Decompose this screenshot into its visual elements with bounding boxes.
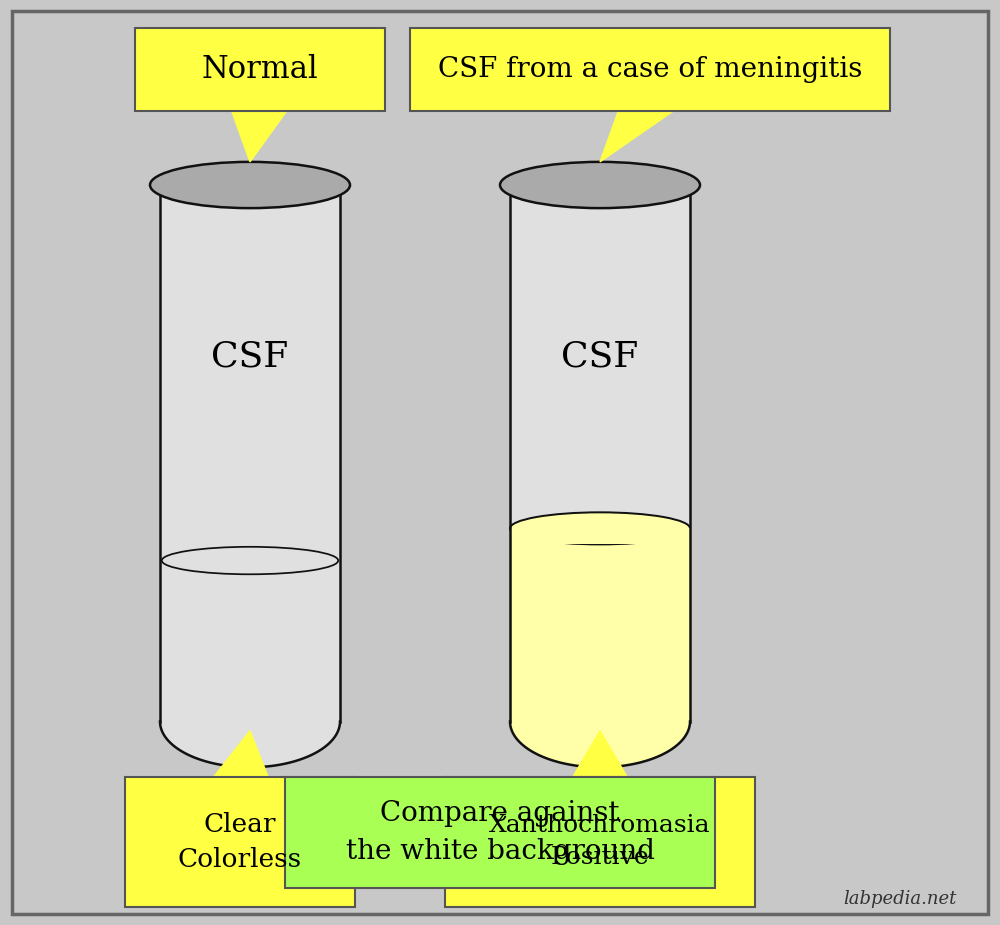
FancyBboxPatch shape [410, 28, 890, 111]
Ellipse shape [510, 675, 690, 768]
Text: CSF: CSF [211, 339, 289, 374]
Ellipse shape [162, 547, 338, 574]
Bar [510, 528, 690, 722]
Ellipse shape [500, 162, 700, 208]
FancyBboxPatch shape [445, 777, 755, 906]
Polygon shape [570, 731, 630, 782]
Text: CSF from a case of meningitis: CSF from a case of meningitis [438, 56, 862, 83]
Text: Clear
Colorless: Clear Colorless [178, 812, 302, 871]
Ellipse shape [510, 512, 690, 545]
FancyBboxPatch shape [125, 777, 355, 906]
Polygon shape [230, 106, 290, 162]
FancyBboxPatch shape [285, 777, 715, 888]
Text: Compare against
the white background: Compare against the white background [346, 800, 654, 865]
Text: labpedia.net: labpedia.net [843, 890, 957, 908]
Bar [510, 185, 690, 722]
FancyBboxPatch shape [12, 11, 988, 914]
Bar [510, 528, 690, 545]
FancyBboxPatch shape [135, 28, 385, 111]
Polygon shape [210, 731, 270, 782]
Ellipse shape [150, 162, 350, 208]
Polygon shape [600, 106, 680, 162]
Text: CSF: CSF [561, 339, 639, 374]
Text: Normal: Normal [202, 54, 318, 85]
Bar [160, 185, 340, 722]
Text: Xanthochromasia
Positive: Xanthochromasia Positive [489, 814, 711, 870]
Ellipse shape [160, 675, 340, 768]
Ellipse shape [510, 675, 690, 768]
